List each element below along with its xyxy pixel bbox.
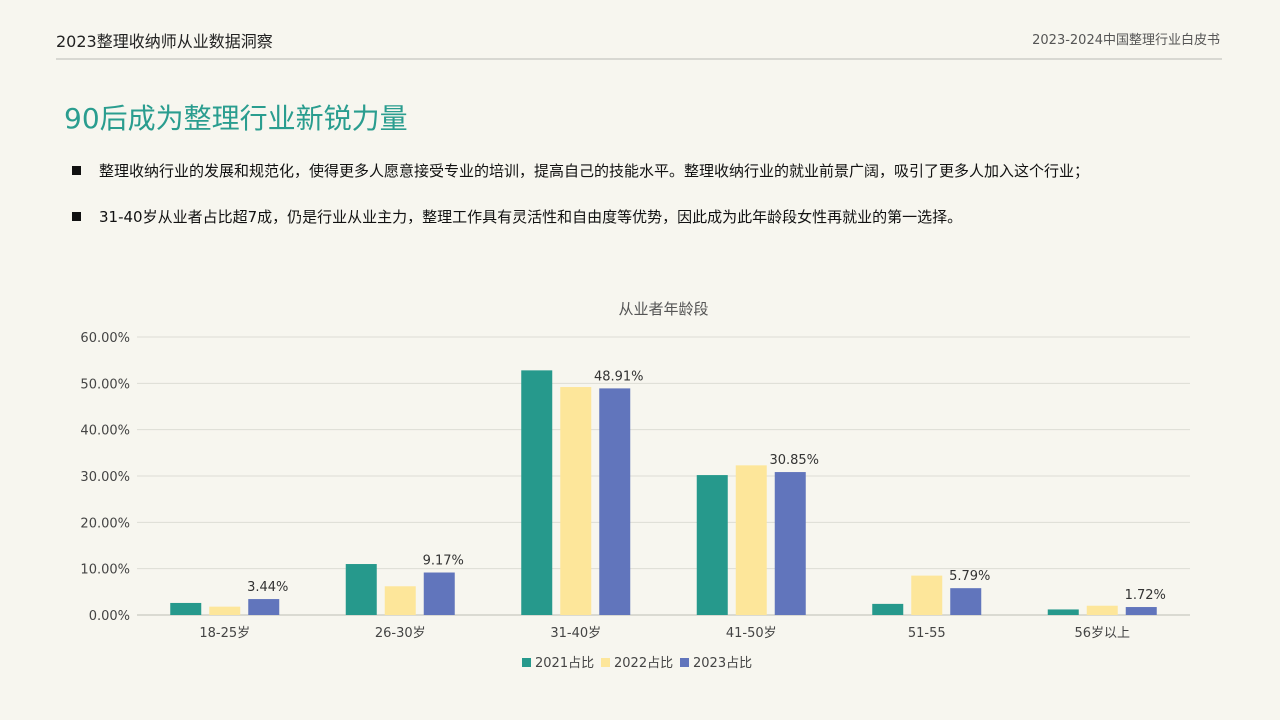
bar-2023占比 [1125, 607, 1157, 615]
bar-2022占比 [560, 387, 592, 615]
bar-2021占比 [345, 564, 377, 615]
bar-2022占比 [384, 586, 416, 615]
y-tick-label: 60.00% [80, 331, 130, 346]
x-tick-label: 56岁以上 [1074, 626, 1130, 641]
bar-2022占比 [911, 575, 943, 615]
chart-title: 从业者年龄段 [618, 300, 708, 318]
data-label: 3.44% [247, 580, 288, 595]
bar-2021占比 [1047, 609, 1079, 615]
bar-2023占比 [248, 599, 280, 615]
y-tick-label: 20.00% [80, 516, 130, 531]
bar-2023占比 [423, 572, 455, 615]
bar-2021占比 [170, 602, 202, 615]
bullet-text-1: 整理收纳行业的发展和规范化，使得更多人愿意接受专业的培训，提高自己的技能水平。整… [99, 162, 1090, 180]
bar-2021占比 [696, 475, 728, 615]
bar-2022占比 [735, 465, 767, 615]
bullet-square-icon [72, 166, 81, 175]
bar-2022占比 [1086, 605, 1118, 615]
legend-label: 2021占比 [535, 656, 594, 671]
legend-label: 2022占比 [614, 656, 673, 671]
bullet-text-2: 31-40岁从业者占比超7成，仍是行业从业主力，整理工作具有灵活性和自由度等优势… [99, 208, 963, 226]
data-label: 5.79% [949, 569, 990, 584]
header-left-title: 2023整理收纳师从业数据洞察 [56, 32, 273, 51]
data-label: 30.85% [769, 453, 819, 468]
slide-title: 90后成为整理行业新锐力量 [64, 102, 408, 135]
bar-2022占比 [209, 606, 241, 615]
data-label: 48.91% [594, 369, 644, 384]
bar-2021占比 [521, 370, 553, 615]
y-tick-label: 40.00% [80, 424, 130, 439]
bar-2023占比 [950, 588, 982, 615]
legend-swatch [680, 658, 689, 667]
legend-label: 2023占比 [693, 656, 752, 671]
y-tick-label: 30.00% [80, 470, 130, 485]
header-right-title: 2023-2024中国整理行业白皮书 [1032, 33, 1220, 48]
bar-2021占比 [872, 603, 904, 615]
data-label: 9.17% [423, 554, 464, 569]
y-tick-label: 50.00% [80, 377, 130, 392]
legend-swatch [601, 658, 610, 667]
bullet-square-icon [72, 212, 81, 221]
x-tick-label: 18-25岁 [199, 626, 250, 641]
x-tick-label: 41-50岁 [726, 626, 777, 641]
data-label: 1.72% [1125, 588, 1166, 603]
bullet-item-2: 31-40岁从业者占比超7成，仍是行业从业主力，整理工作具有灵活性和自由度等优势… [72, 206, 962, 227]
bullet-item-1: 整理收纳行业的发展和规范化，使得更多人愿意接受专业的培训，提高自己的技能水平。整… [72, 160, 1089, 181]
x-tick-label: 31-40岁 [550, 626, 601, 641]
x-tick-label: 26-30岁 [375, 626, 426, 641]
bar-2023占比 [774, 472, 806, 615]
legend-swatch [522, 658, 531, 667]
y-tick-label: 0.00% [89, 609, 130, 624]
x-tick-label: 51-55 [908, 626, 946, 641]
y-tick-label: 10.00% [80, 563, 130, 578]
header-divider [56, 58, 1222, 60]
bar-2023占比 [599, 388, 631, 615]
